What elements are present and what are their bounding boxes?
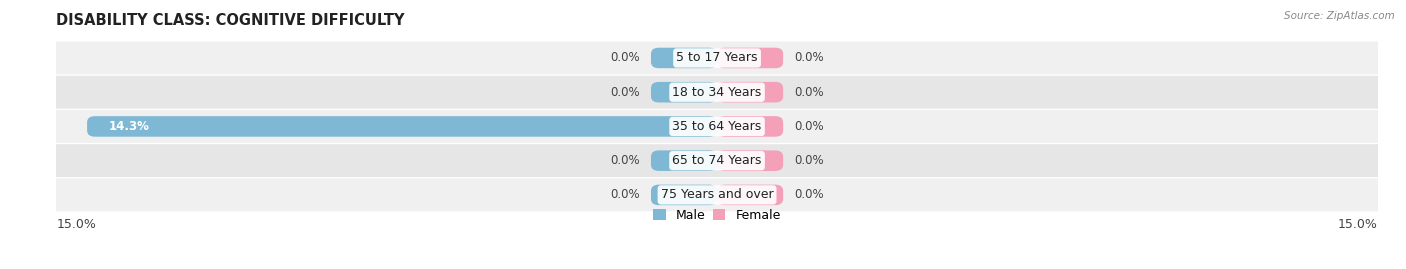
Text: 0.0%: 0.0% [610, 86, 640, 99]
FancyBboxPatch shape [44, 41, 1391, 75]
FancyBboxPatch shape [44, 144, 1391, 177]
FancyBboxPatch shape [87, 116, 717, 137]
Text: 35 to 64 Years: 35 to 64 Years [672, 120, 762, 133]
Legend: Male, Female: Male, Female [654, 209, 780, 222]
Text: DISABILITY CLASS: COGNITIVE DIFFICULTY: DISABILITY CLASS: COGNITIVE DIFFICULTY [56, 13, 405, 28]
FancyBboxPatch shape [717, 185, 783, 205]
FancyBboxPatch shape [44, 110, 1391, 143]
Text: 0.0%: 0.0% [794, 86, 824, 99]
FancyBboxPatch shape [717, 48, 783, 68]
Text: 75 Years and over: 75 Years and over [661, 188, 773, 201]
Text: 0.0%: 0.0% [794, 51, 824, 65]
Text: 14.3%: 14.3% [110, 120, 150, 133]
FancyBboxPatch shape [651, 48, 717, 68]
FancyBboxPatch shape [651, 82, 717, 102]
Text: 0.0%: 0.0% [610, 51, 640, 65]
Text: 15.0%: 15.0% [1339, 218, 1378, 231]
FancyBboxPatch shape [44, 76, 1391, 109]
Text: 65 to 74 Years: 65 to 74 Years [672, 154, 762, 167]
Text: 0.0%: 0.0% [794, 188, 824, 201]
FancyBboxPatch shape [651, 150, 717, 171]
Text: 0.0%: 0.0% [794, 120, 824, 133]
Text: 0.0%: 0.0% [610, 154, 640, 167]
Text: Source: ZipAtlas.com: Source: ZipAtlas.com [1284, 11, 1395, 21]
Text: 0.0%: 0.0% [610, 188, 640, 201]
FancyBboxPatch shape [717, 82, 783, 102]
FancyBboxPatch shape [651, 185, 717, 205]
FancyBboxPatch shape [44, 178, 1391, 211]
FancyBboxPatch shape [717, 116, 783, 137]
Text: 15.0%: 15.0% [56, 218, 96, 231]
Text: 18 to 34 Years: 18 to 34 Years [672, 86, 762, 99]
Text: 5 to 17 Years: 5 to 17 Years [676, 51, 758, 65]
FancyBboxPatch shape [717, 150, 783, 171]
Text: 0.0%: 0.0% [794, 154, 824, 167]
